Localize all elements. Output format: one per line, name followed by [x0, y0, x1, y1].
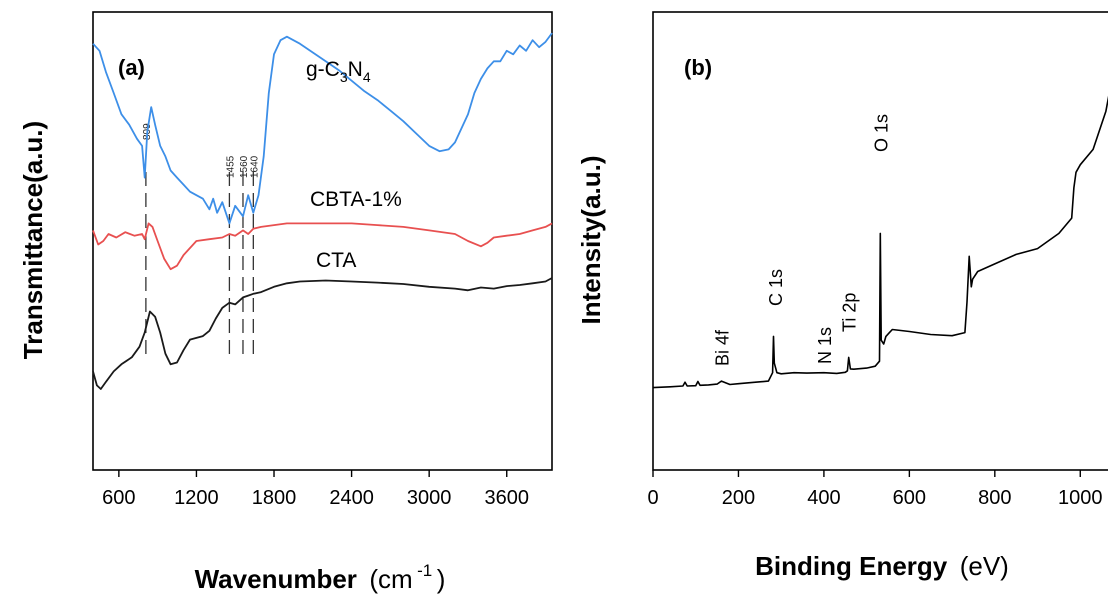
peak-label-c-1s: C 1s: [766, 269, 786, 306]
peak-label-o-1s: O 1s: [871, 114, 891, 152]
panel-b-x-axis-label: Binding Energy (eV): [755, 551, 1009, 581]
a-x-tick-label: 3000: [407, 487, 452, 509]
panel-b-series: [653, 95, 1108, 389]
panel-b-frame: [652, 11, 1108, 471]
series-label-cbta: CBTA-1%: [310, 188, 402, 211]
marker-label-1455: 1455: [225, 155, 236, 178]
a-x-tick-label: 3600: [484, 487, 529, 509]
series-label-cta: CTA: [316, 249, 356, 272]
panel-a-x-axis-unit-close: ): [437, 564, 446, 594]
panel-a-frame: [92, 11, 553, 471]
panel-a-y-axis-label: Transmittance(a.u.): [18, 121, 48, 359]
panel-a-series-line-1: [92, 222, 553, 271]
panel-a-x-axis-unit-sup: -1: [417, 561, 432, 580]
panel-a-series-line-2: [92, 277, 553, 390]
b-x-tick-label: 800: [978, 487, 1011, 509]
panel-a-series: [92, 32, 553, 390]
marker-label-1560: 1560: [239, 155, 250, 178]
panel-b-y-axis-label: Intensity(a.u.): [576, 155, 606, 324]
peak-label-bi-4f: Bi 4f: [712, 329, 732, 366]
a-x-tick-label: 2400: [329, 487, 374, 509]
marker-label-1640: 1640: [249, 155, 260, 178]
panel-a-x-ticks: 600 1200 1800 2400 3000 3600: [102, 470, 529, 509]
panel-a-x-axis-title: Wavenumber: [195, 564, 357, 594]
b-x-tick-label: 600: [893, 487, 926, 509]
panel-a-series-labels: g-C3N4 CBTA-1% CTA: [306, 58, 402, 272]
panel-a-series-line-0: [92, 32, 553, 225]
panel-b-x-ticks: 0 200 400 600 800 1000: [647, 470, 1103, 509]
a-x-tick-label: 600: [102, 487, 135, 509]
panel-a-x-axis-unit: (cm: [369, 564, 412, 594]
panel-a-x-axis-label: Wavenumber (cm -1 ): [195, 561, 446, 594]
b-x-tick-label: 0: [647, 487, 658, 509]
panel-b-x-axis-title: Binding Energy: [755, 551, 948, 581]
panel-b-series-line-0: [653, 95, 1108, 389]
b-x-tick-label: 1000: [1058, 487, 1103, 509]
b-x-tick-label: 200: [722, 487, 755, 509]
a-x-tick-label: 1200: [174, 487, 219, 509]
a-x-tick-label: 1800: [252, 487, 297, 509]
b-x-tick-label: 400: [807, 487, 840, 509]
panel-b-x-axis-unit: (eV): [960, 551, 1009, 581]
series-label-gc3n4: g-C3N4: [306, 58, 371, 85]
peak-label-ti-2p: Ti 2p: [840, 293, 860, 332]
panel-a-label: (a): [118, 55, 145, 80]
peak-label-n-1s: N 1s: [815, 327, 835, 364]
panel-b-label: (b): [684, 55, 712, 80]
